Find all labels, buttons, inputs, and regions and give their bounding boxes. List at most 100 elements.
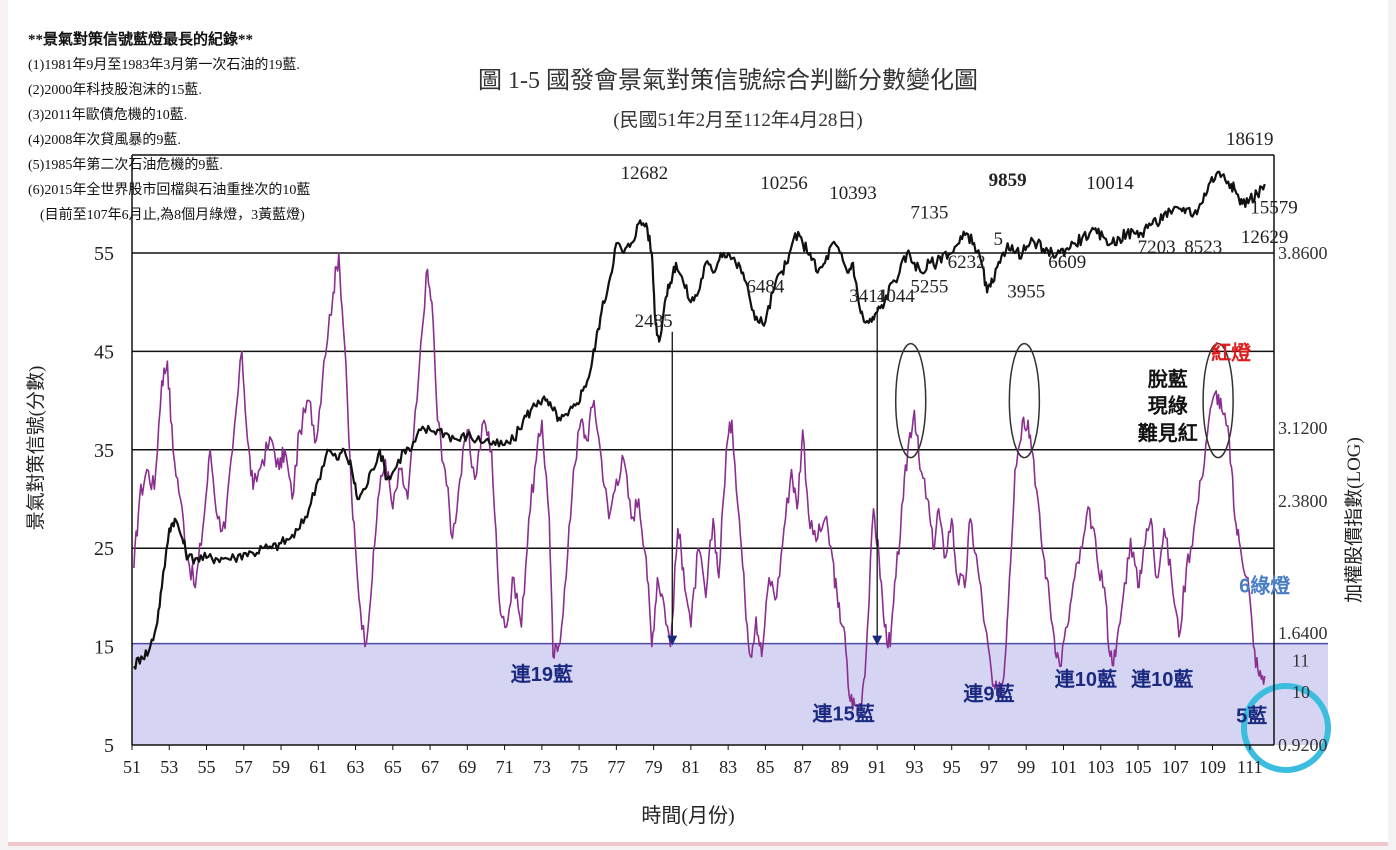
annotation-label: 紅燈 (1211, 340, 1252, 364)
peak-label: 2485 (635, 311, 673, 332)
y-tick-label: 15 (94, 637, 114, 659)
x-tick-label: 53 (160, 757, 178, 777)
peak-label: 6232 (948, 252, 986, 273)
y-tick-label: 55 (94, 243, 114, 265)
peak-label: 5 (994, 229, 1004, 250)
x-tick-label: 109 (1199, 757, 1226, 777)
highlight-ellipse (894, 342, 927, 459)
y-tick-label: 25 (94, 538, 114, 560)
side-value-label: 10 (1292, 682, 1310, 702)
y-tick-label: 35 (94, 440, 114, 462)
peak-label: 6484 (746, 276, 785, 297)
x-tick-label: 101 (1050, 757, 1077, 777)
x-tick-label: 81 (682, 757, 700, 777)
peak-label: 3955 (1007, 281, 1045, 302)
annotation-label: 脫藍 (1148, 367, 1188, 391)
x-tick-label: 75 (570, 757, 588, 777)
x-tick-label: 91 (868, 757, 886, 777)
note-item-6: (6)2015年全世界股市回檔與石油重挫次的10藍 (28, 181, 310, 198)
x-tick-label: 57 (235, 757, 253, 777)
x-tick-label: 89 (831, 757, 849, 777)
x-tick-label: 107 (1162, 757, 1189, 777)
chart-figure: 515253545550.92001.64002.38003.12003.860… (25, 30, 1365, 827)
x-tick-label: 77 (607, 757, 625, 777)
x-tick-label: 61 (309, 757, 327, 777)
peak-label: 4044 (877, 286, 916, 307)
y2-tick-label: 3.8600 (1278, 243, 1328, 263)
chart-subtitle: (民國51年2月至112年4月28日) (613, 109, 862, 131)
x-tick-label: 71 (496, 757, 514, 777)
x-tick-label: 97 (980, 757, 998, 777)
highlight-ellipse (1008, 342, 1041, 459)
annotation-label: 現綠 (1148, 393, 1189, 417)
peak-label: 10256 (760, 173, 808, 194)
annotation-label: 連15藍 (813, 701, 875, 725)
x-tick-label: 73 (533, 757, 551, 777)
notes-title: **景氣對策信號藍燈最長的紀錄** (28, 30, 253, 48)
y-tick-label: 5 (104, 735, 114, 757)
peak-label: 12682 (621, 163, 669, 184)
annotation-label: 連19藍 (511, 662, 573, 686)
y2-tick-label: 1.6400 (1278, 623, 1328, 643)
score-series-line (133, 252, 1266, 711)
peak-label: 10393 (829, 183, 877, 204)
peak-label: 8523 (1184, 237, 1222, 258)
arrow-head (667, 635, 678, 646)
peak-label: 10014 (1086, 173, 1134, 194)
x-axis-title: 時間(月份) (641, 804, 734, 827)
x-tick-label: 99 (1017, 757, 1035, 777)
peak-label: 18619 (1226, 129, 1274, 150)
arrow-head (872, 635, 883, 646)
notes-box: **景氣對策信號藍燈最長的紀錄** (1)1981年9月至1983年3月第一次石… (28, 30, 310, 223)
annotation-label: 6綠燈 (1239, 573, 1291, 597)
peak-label: 6609 (1048, 252, 1086, 273)
x-tick-label: 103 (1087, 757, 1114, 777)
note-item-1: (1)1981年9月至1983年3月第一次石油的19藍. (28, 56, 300, 73)
y-tick-label: 45 (94, 341, 114, 363)
x-tick-label: 83 (719, 757, 737, 777)
index-series-line (132, 170, 1266, 670)
x-tick-label: 95 (943, 757, 961, 777)
x-tick-label: 59 (272, 757, 290, 777)
y2-tick-label: 2.3800 (1278, 491, 1328, 511)
peak-label: 15579 (1250, 198, 1298, 219)
end-highlight-circle (1241, 683, 1331, 773)
x-tick-label: 105 (1125, 757, 1152, 777)
x-tick-label: 51 (123, 757, 141, 777)
note-item-4: (4)2008年次貸風暴的9藍. (28, 132, 181, 148)
annotation-label: 連10藍 (1131, 667, 1193, 691)
annotation-label: 連10藍 (1055, 667, 1117, 691)
x-tick-label: 63 (347, 757, 365, 777)
peak-label: 12629 (1241, 227, 1289, 248)
note-item-2: (2)2000年科技股泡沫的15藍. (28, 82, 202, 98)
y2-axis-title: 加權股價指數(LOG) (1343, 437, 1365, 603)
peak-label: 9859 (989, 170, 1027, 191)
x-tick-label: 67 (421, 757, 439, 777)
blue-zone (132, 643, 1328, 745)
chart-title: 圖 1-5 國發會景氣對策信號綜合判斷分數變化圖 (478, 67, 978, 94)
annotation-label: 難見紅 (1138, 421, 1198, 445)
y2-tick-label: 0.9200 (1278, 735, 1328, 755)
y-axis-title: 景氣對策信號(分數) (25, 366, 47, 531)
note-item-5: (5)1985年第二次石油危機的9藍. (28, 156, 223, 173)
x-tick-label: 79 (645, 757, 663, 777)
side-value-label: 11 (1292, 650, 1309, 670)
x-tick-label: 69 (458, 757, 476, 777)
peak-label: 3411 (849, 286, 886, 307)
x-tick-label: 93 (905, 757, 923, 777)
annotation-label: 5藍 (1236, 703, 1267, 727)
x-tick-label: 65 (384, 757, 402, 777)
annotation-label: 連9藍 (963, 682, 1014, 706)
x-tick-label: 111 (1237, 757, 1263, 777)
x-tick-label: 55 (198, 757, 216, 777)
note-item-3: (3)2011年歐債危機的10藍. (28, 107, 187, 123)
peak-label: 7135 (910, 203, 948, 224)
x-tick-label: 85 (756, 757, 774, 777)
peak-label: 5255 (910, 276, 948, 297)
slide-frame: 5 15 25 35 45 55 0.9200 1.6400 2.3800 3.1200 3.860… (8, 0, 1388, 846)
y2-tick-label: 3.1200 (1278, 418, 1328, 438)
peak-label: 7203 (1138, 237, 1176, 258)
note-item-7: (目前至107年6月止,為8個月綠燈，3黃藍燈) (40, 206, 305, 223)
x-tick-label: 87 (794, 757, 812, 777)
highlight-ellipse (1202, 342, 1234, 459)
